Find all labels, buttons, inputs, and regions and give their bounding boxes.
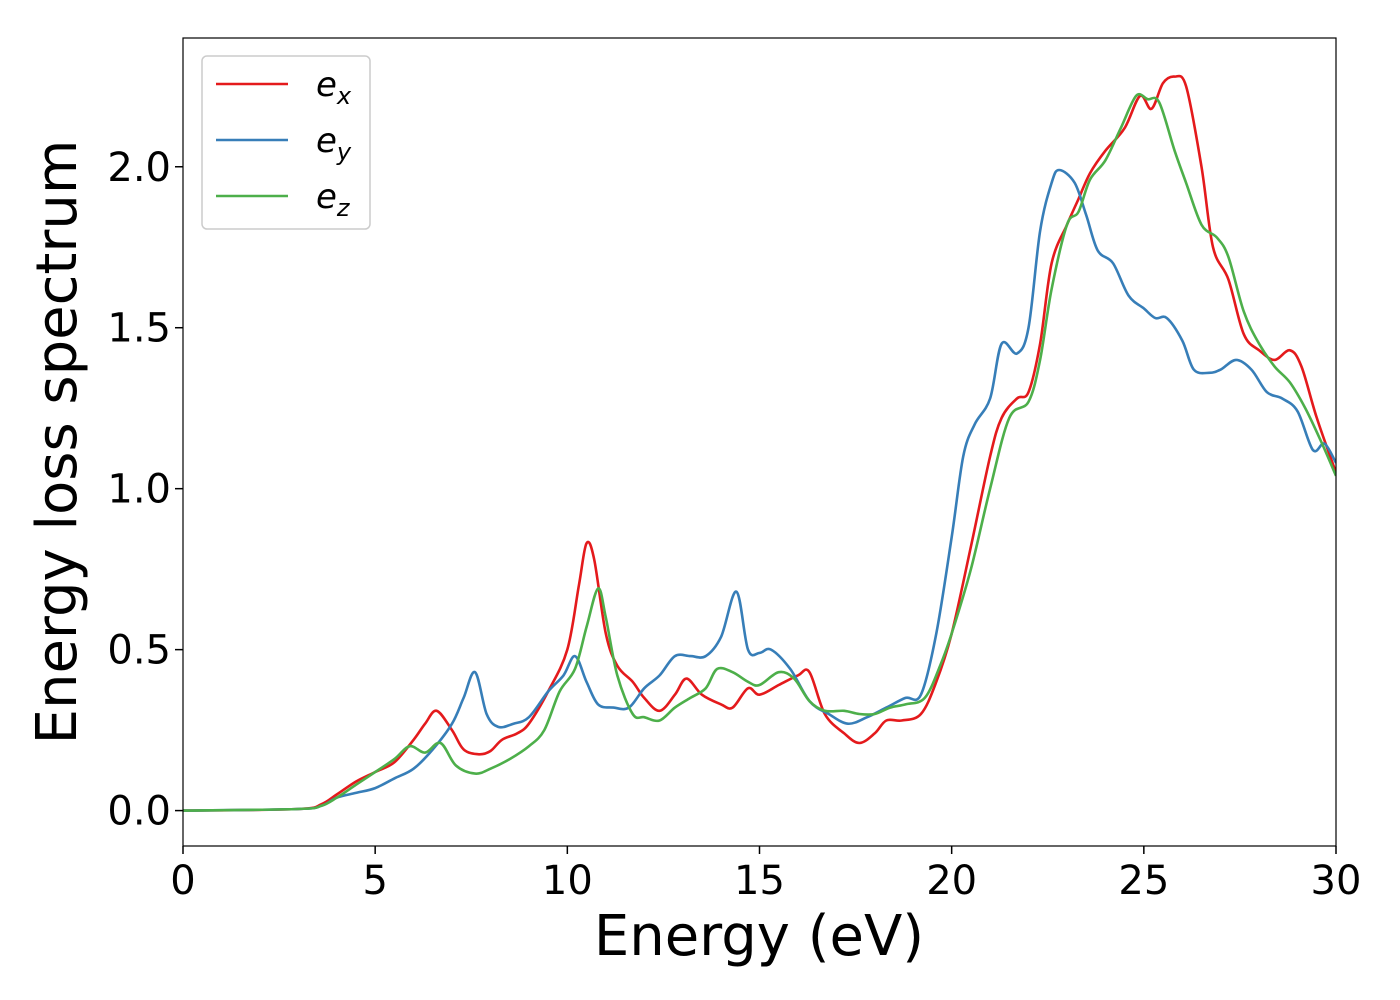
x-tick-label: 5 xyxy=(362,858,387,904)
x-tick-label: 20 xyxy=(926,858,977,904)
legend-label-subscript: z xyxy=(336,194,351,222)
legend-label-x: ex xyxy=(316,65,352,110)
legend-label-subscript: y xyxy=(336,138,352,166)
legend-box xyxy=(201,55,371,230)
legend-label-z: ez xyxy=(316,177,351,222)
x-tick-label: 30 xyxy=(1311,858,1362,904)
y-tick-label: 0.0 xyxy=(107,789,171,835)
y-axis-label: Energy loss spectrum xyxy=(25,140,90,745)
legend-label-base: e xyxy=(316,65,337,105)
y-tick-label: 1.5 xyxy=(107,306,171,352)
legend-label-y: ey xyxy=(316,121,352,166)
series-layer xyxy=(183,74,1336,812)
ticks-layer: 0 5 10 15 20 25 30 0.0 0.5 1.0 1.5 2.0 xyxy=(107,145,1361,904)
legend-label-base: e xyxy=(316,121,337,161)
series-line-y xyxy=(183,168,1336,812)
series-line-x xyxy=(183,74,1336,812)
plot-frame xyxy=(182,37,1337,847)
x-tick-label: 25 xyxy=(1118,858,1169,904)
y-tick-label: 0.5 xyxy=(107,628,171,674)
x-tick-label: 0 xyxy=(170,858,195,904)
x-tick-label: 10 xyxy=(542,858,593,904)
legend-label-subscript: x xyxy=(336,82,352,110)
series-line-z xyxy=(183,92,1336,812)
y-tick-label: 1.0 xyxy=(107,467,171,513)
x-axis-label: Energy (eV) xyxy=(594,904,924,969)
y-tick-label: 2.0 xyxy=(107,145,171,191)
legend-label-base: e xyxy=(316,177,337,217)
x-tick-label: 15 xyxy=(734,858,785,904)
